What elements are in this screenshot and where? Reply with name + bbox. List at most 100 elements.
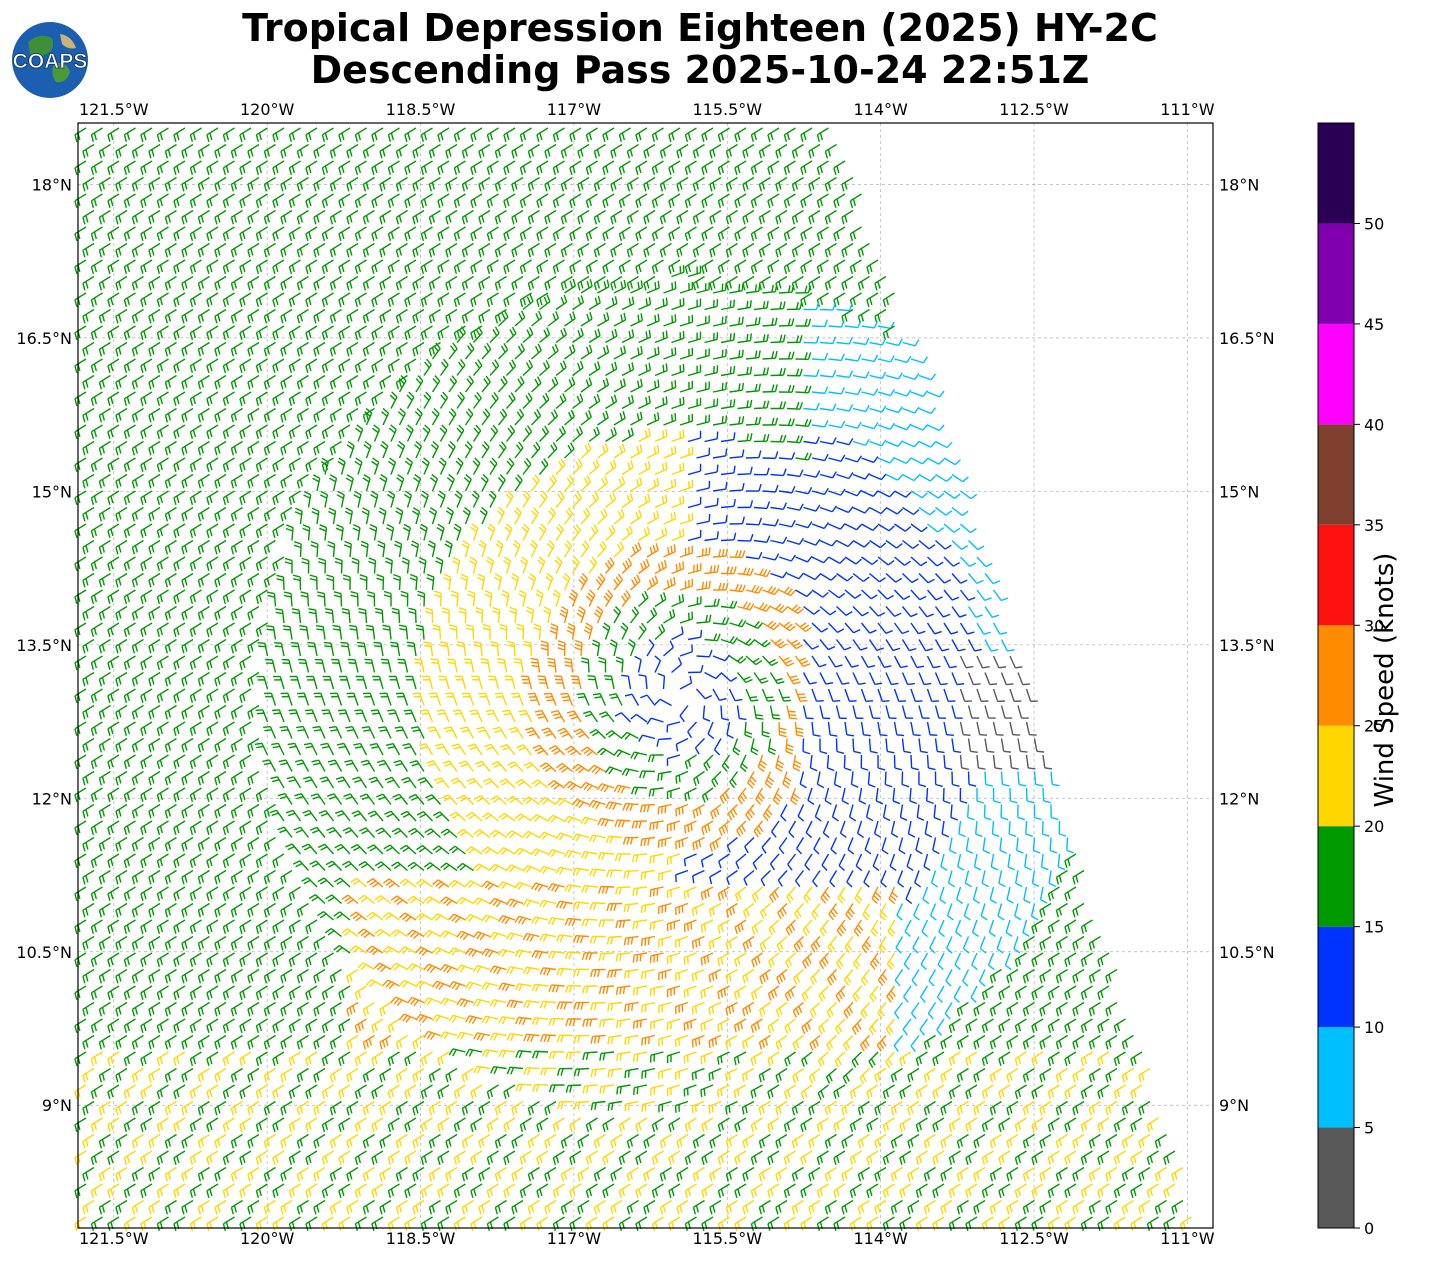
wind-barb — [197, 275, 210, 291]
wind-barb — [589, 728, 606, 740]
wind-barb — [511, 143, 524, 159]
wind-barb — [255, 457, 268, 472]
wind-barb — [433, 590, 442, 607]
wind-barb — [453, 1216, 466, 1231]
wind-barb — [691, 1001, 705, 1015]
wind-barb — [90, 160, 103, 175]
wind-barb — [239, 127, 252, 142]
wind-barb — [305, 325, 318, 340]
wind-barb — [679, 380, 694, 393]
wind-barb — [981, 1018, 994, 1033]
wind-barb — [197, 506, 210, 522]
wind-barb — [206, 556, 219, 571]
wind-barb — [999, 837, 1007, 854]
wind-barb — [350, 844, 368, 855]
colorbar-tick-label: 0 — [1364, 1219, 1374, 1238]
wind-barb — [74, 160, 87, 175]
wind-barb — [659, 209, 672, 225]
wind-barb — [753, 433, 770, 443]
colorbar-segment — [1318, 524, 1354, 626]
wind-barb — [428, 507, 438, 525]
wind-barb — [222, 1216, 235, 1231]
wind-barb — [657, 770, 672, 782]
wind-barb — [795, 418, 812, 427]
wind-barb — [526, 606, 535, 624]
wind-barb — [679, 347, 694, 360]
wind-barb — [457, 794, 474, 805]
wind-barb — [992, 754, 1003, 770]
wind-barb — [683, 886, 697, 900]
wind-barb — [305, 127, 318, 142]
wind-barb — [428, 692, 442, 706]
wind-barb — [776, 968, 788, 985]
wind-barb — [173, 952, 186, 967]
wind-barb — [318, 557, 327, 574]
wind-barb — [802, 672, 817, 685]
wind-barb — [489, 829, 507, 839]
wind-barb — [666, 1018, 681, 1031]
wind-barb — [872, 853, 880, 872]
wind-barb — [387, 1150, 400, 1165]
wind-barb — [98, 176, 111, 192]
wind-barb — [346, 176, 359, 192]
wind-barb — [734, 160, 747, 175]
wind-barb — [164, 902, 177, 918]
wind-barb — [123, 853, 136, 868]
wind-barb — [555, 491, 565, 508]
wind-barb — [156, 226, 169, 241]
wind-barb — [341, 928, 359, 938]
wind-barb — [352, 523, 361, 541]
wind-barb — [90, 391, 103, 406]
wind-barb — [1047, 919, 1060, 934]
wind-barb — [123, 655, 136, 670]
wind-barb — [392, 793, 409, 805]
wind-barb — [346, 1067, 359, 1083]
wind-barb — [640, 836, 656, 847]
wind-barb — [255, 1084, 268, 1099]
wind-barb — [371, 160, 384, 175]
wind-barb — [98, 1133, 111, 1149]
wind-barb — [657, 803, 672, 815]
wind-barb — [894, 423, 912, 431]
wind-barb — [148, 209, 161, 225]
wind-barb — [593, 1199, 606, 1215]
wind-barb — [834, 1051, 846, 1068]
wind-barb — [296, 275, 309, 291]
wind-barb — [536, 1183, 549, 1198]
wind-barb — [641, 1067, 656, 1079]
wind-barb — [717, 919, 730, 934]
wind-barb — [98, 341, 111, 357]
wind-barb — [556, 1067, 573, 1076]
wind-barb — [538, 523, 547, 541]
wind-barb — [626, 209, 639, 225]
wind-barb — [602, 127, 615, 142]
wind-barb — [346, 275, 359, 291]
wind-barb — [802, 705, 814, 720]
wind-barb — [448, 1014, 466, 1023]
wind-barb — [564, 780, 582, 791]
wind-barb — [683, 919, 697, 932]
wind-barb — [588, 328, 601, 344]
wind-barb — [321, 952, 334, 967]
wind-barb — [395, 1199, 408, 1215]
wind-barb — [296, 902, 309, 918]
wind-barb — [230, 770, 243, 786]
wind-barb — [355, 675, 368, 690]
wind-barb — [599, 1084, 615, 1094]
wind-barb — [309, 574, 318, 591]
wind-barb — [621, 296, 635, 311]
wind-barb — [464, 913, 483, 923]
wind-barb — [313, 1100, 326, 1116]
wind-barb — [635, 1117, 648, 1132]
wind-barb — [343, 540, 352, 558]
wind-barb — [745, 416, 762, 426]
wind-barb — [538, 490, 548, 508]
wind-barb — [473, 1032, 491, 1041]
wind-barb — [948, 1051, 961, 1066]
wind-barb — [522, 796, 540, 806]
wind-barb — [859, 1067, 870, 1085]
wind-barb — [696, 315, 710, 327]
wind-barb — [849, 1183, 862, 1198]
wind-barb — [836, 506, 854, 514]
wind-barb — [940, 1067, 953, 1083]
